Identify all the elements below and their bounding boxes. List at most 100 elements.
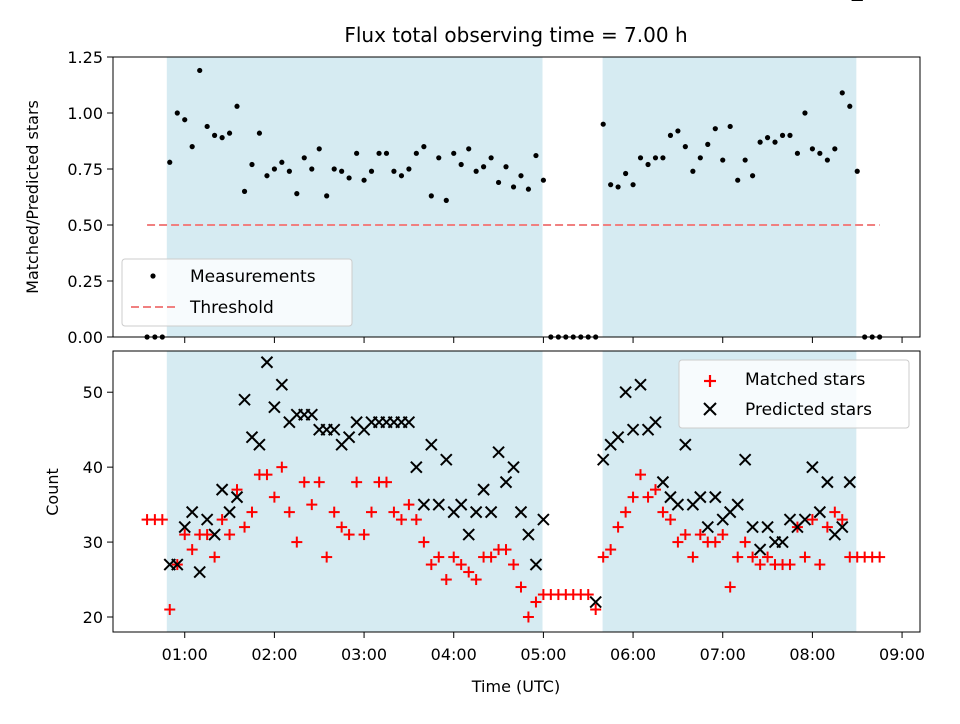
bottom-legend-box xyxy=(678,359,910,429)
measurement-point xyxy=(757,139,763,145)
matched-point xyxy=(649,484,661,496)
y-tick-label: 0.50 xyxy=(67,216,103,235)
matched-point xyxy=(306,499,318,511)
legend-matched-marker xyxy=(704,375,716,387)
measurement-point xyxy=(779,132,786,138)
predicted-point xyxy=(492,445,505,459)
matched-point xyxy=(395,514,407,526)
matched-point xyxy=(522,611,534,623)
matched-point xyxy=(388,506,400,518)
predicted-point xyxy=(656,475,670,489)
measurement-point xyxy=(301,155,307,161)
measurement-point xyxy=(518,173,524,179)
measurement-point xyxy=(682,144,688,150)
predicted-point xyxy=(813,505,827,519)
predicted-point xyxy=(268,400,281,414)
measurement-point xyxy=(204,123,210,130)
predicted-point xyxy=(171,558,184,571)
top-plot-frame xyxy=(112,56,921,338)
measurement-point xyxy=(406,166,412,172)
measurement-point xyxy=(839,90,845,96)
measurement-point xyxy=(488,155,494,161)
measurement-point xyxy=(817,150,823,156)
measurement-point xyxy=(600,121,606,127)
predicted-point xyxy=(305,408,318,421)
matched-point xyxy=(448,551,460,563)
matched-point xyxy=(298,476,310,488)
measurement-point xyxy=(623,170,629,177)
predicted-point xyxy=(738,453,752,466)
measurement-point xyxy=(697,155,703,161)
matched-point xyxy=(530,596,542,608)
matched-stars-series xyxy=(141,461,886,623)
matched-point xyxy=(246,506,258,518)
measurement-point xyxy=(690,168,696,174)
measurement-point xyxy=(802,110,808,116)
matched-point xyxy=(209,551,221,563)
measurement-point xyxy=(645,161,651,168)
matched-point xyxy=(433,551,445,563)
y-tick-label: 0.75 xyxy=(67,160,103,179)
matched-point xyxy=(709,536,721,548)
predicted-point xyxy=(200,513,214,526)
measurement-point xyxy=(413,150,419,156)
matched-point xyxy=(612,521,624,533)
predicted-point xyxy=(230,490,244,504)
predicted-point xyxy=(731,498,744,511)
predicted-point xyxy=(776,535,789,549)
predicted-point xyxy=(671,498,685,511)
x-tick-label: 04:00 xyxy=(431,645,477,664)
measurement-point xyxy=(182,117,188,123)
predicted-point xyxy=(746,520,759,534)
matched-point xyxy=(358,529,370,541)
measurement-point xyxy=(219,135,225,141)
predicted-point xyxy=(537,513,550,526)
measurement-point xyxy=(742,157,748,163)
matched-point xyxy=(351,476,363,488)
measurement-point xyxy=(174,110,180,116)
matched-point xyxy=(455,559,467,571)
measurement-point xyxy=(361,177,367,183)
measurements-series xyxy=(144,67,883,340)
bottom-plot-frame xyxy=(112,350,921,633)
measurement-point xyxy=(167,159,173,165)
predicted-point xyxy=(619,386,632,399)
matched-point xyxy=(179,529,191,541)
matched-point xyxy=(440,574,452,586)
matched-point xyxy=(425,559,437,571)
measurement-point xyxy=(279,159,285,165)
predicted-point xyxy=(178,520,191,534)
measurement-point xyxy=(503,164,509,170)
matched-point xyxy=(582,589,594,601)
matched-point xyxy=(597,551,609,563)
matched-point xyxy=(186,544,198,556)
matched-point xyxy=(261,469,273,481)
predicted-point xyxy=(514,505,528,519)
x-axis-label: Time (UTC) xyxy=(471,677,560,696)
measurement-point xyxy=(451,150,457,156)
x-tick-label: 09:00 xyxy=(879,645,925,664)
matched-point xyxy=(694,529,706,541)
measurement-point xyxy=(854,168,860,174)
matched-point xyxy=(784,559,796,571)
x-tick-label: 08:00 xyxy=(789,645,835,664)
measurement-point xyxy=(630,182,636,188)
measurement-point xyxy=(241,188,248,194)
matched-point xyxy=(313,476,325,488)
matched-point xyxy=(231,484,243,496)
measurement-point xyxy=(675,128,681,134)
top-panel: 0.00 0.25 0.50 0.75 1.00 1.25 Matched/Predict… xyxy=(23,48,921,347)
measurement-point xyxy=(772,139,778,145)
predicted-point xyxy=(522,528,535,541)
predicted-point xyxy=(328,423,341,436)
measurement-point xyxy=(331,166,337,172)
matched-point xyxy=(164,604,176,616)
predicted-point xyxy=(597,453,610,466)
x-tick-label: 01:00 xyxy=(162,645,208,664)
matched-point xyxy=(418,536,430,548)
x-tick-label: 07:00 xyxy=(700,645,746,664)
matched-point xyxy=(410,514,422,526)
matched-point xyxy=(380,476,392,488)
predicted-point xyxy=(836,520,849,534)
